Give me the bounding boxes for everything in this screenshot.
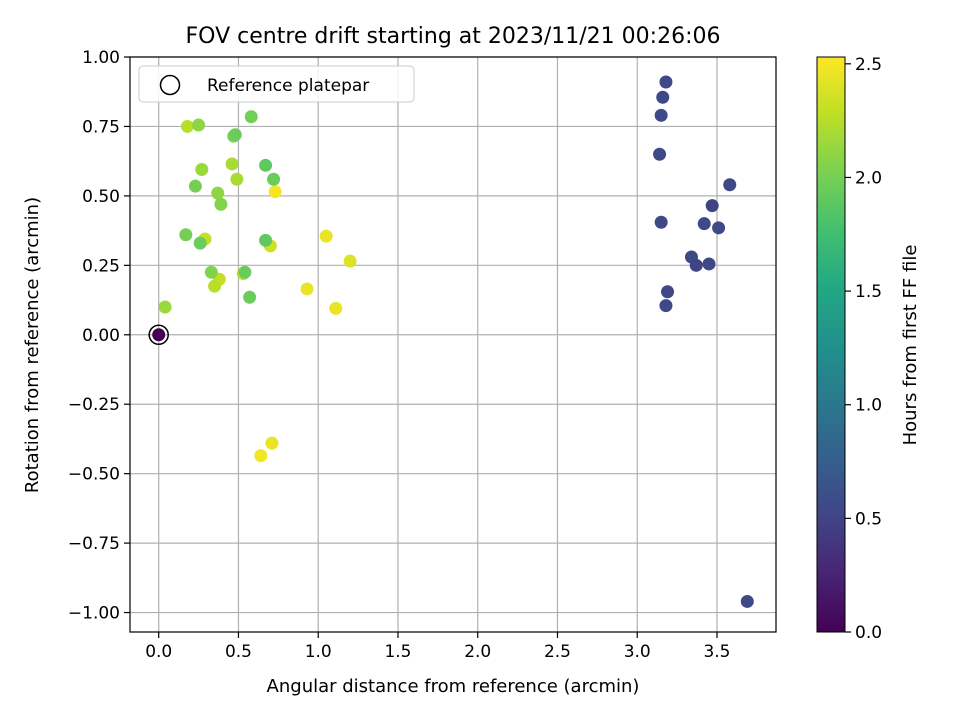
legend: Reference platepar <box>138 65 415 103</box>
scatter-point <box>225 157 239 171</box>
scatter-point <box>193 236 207 250</box>
scatter-point <box>158 300 172 314</box>
y-axis-label: Rotation from reference (arcmin) <box>22 197 43 493</box>
x-axis-ticks: 0.0 0.5 1.0 1.5 2.0 2.5 3.0 3.5 <box>145 632 731 662</box>
scatter-point <box>654 108 668 122</box>
scatter-point <box>343 254 357 268</box>
scatter-point <box>204 265 218 279</box>
x-tick-label: 0.5 <box>225 642 252 662</box>
scatter-point <box>659 75 673 89</box>
scatter-point <box>259 158 273 172</box>
x-tick-label: 2.0 <box>464 642 491 662</box>
scatter-point <box>702 257 716 271</box>
colorbar-gradient <box>816 56 846 633</box>
colorbar-tick-label: 1.5 <box>855 282 882 302</box>
colorbar-label: Hours from first FF file <box>900 245 921 446</box>
y-tick-label: −0.50 <box>68 465 120 485</box>
scatter-point <box>712 221 726 235</box>
scatter-point <box>214 197 228 211</box>
colorbar-tick-label: 0.0 <box>855 623 882 643</box>
scatter-point <box>208 279 222 293</box>
legend-box <box>138 65 415 103</box>
scatter-point <box>228 128 242 142</box>
scatter-point <box>656 90 670 104</box>
x-tick-label: 0.0 <box>145 642 172 662</box>
scatter-point <box>689 258 703 272</box>
colorbar-tick-label: 2.5 <box>855 55 882 75</box>
x-tick-label: 3.0 <box>624 642 651 662</box>
scatter-point <box>180 119 194 133</box>
x-tick-label: 1.5 <box>384 642 411 662</box>
scatter-point <box>211 186 225 200</box>
plot-frame <box>129 56 777 633</box>
colorbar-ticks: 0.0 0.5 1.0 1.5 2.0 2.5 <box>845 55 882 643</box>
y-axis-ticks: 1.00 0.75 0.50 0.25 0.00 −0.25 −0.50 −0.75 −1.00 <box>68 48 130 624</box>
scatter-point <box>659 299 673 313</box>
scatter-point <box>268 185 282 199</box>
y-tick-label: 0.50 <box>82 187 120 207</box>
scatter-point <box>653 147 667 161</box>
grid-lines <box>130 56 776 632</box>
y-tick-label: 0.75 <box>82 117 120 137</box>
scatter-point <box>697 217 711 231</box>
colorbar-tick-label: 0.5 <box>855 509 882 529</box>
x-tick-label: 1.0 <box>305 642 332 662</box>
scatter-point <box>188 179 202 193</box>
reference-platepar-marker <box>148 324 169 346</box>
y-tick-label: 0.00 <box>82 326 120 346</box>
scatter-point <box>152 328 166 342</box>
scatter-point <box>195 163 209 176</box>
scatter-point <box>265 436 279 450</box>
scatter-point <box>179 228 193 242</box>
legend-marker-open-circle <box>159 74 181 96</box>
scatter-point <box>705 199 719 213</box>
colorbar-tick-label: 2.0 <box>855 168 882 188</box>
scatter-point <box>267 172 281 186</box>
legend-label: Reference platepar <box>207 76 369 96</box>
scatter-point <box>300 282 314 296</box>
chart-title: FOV centre drift starting at 2023/11/21 … <box>186 24 721 49</box>
scatter-point <box>243 290 257 304</box>
y-tick-label: −0.75 <box>68 534 120 554</box>
y-tick-label: 1.00 <box>82 48 120 68</box>
scatter-point <box>329 301 343 315</box>
scatter-point <box>661 285 675 299</box>
scatter-point <box>238 265 252 279</box>
x-tick-label: 3.5 <box>703 642 730 662</box>
y-tick-label: 0.25 <box>82 256 120 276</box>
scatter-point <box>254 449 268 463</box>
y-tick-label: −0.25 <box>68 395 120 415</box>
scatter-point <box>230 172 244 186</box>
scatter-point <box>244 110 258 124</box>
scatter-point <box>740 594 754 608</box>
y-tick-label: −1.00 <box>68 604 120 624</box>
colorbar: 0.0 0.5 1.0 1.5 2.0 2.5 Hours from first FF f… <box>816 55 921 643</box>
x-axis-label: Angular distance from reference (arcmin) <box>267 676 640 697</box>
scatter-point <box>654 215 668 229</box>
data-points <box>148 75 754 608</box>
scatter-point <box>319 229 333 243</box>
scatter-point <box>259 233 273 247</box>
scatter-point <box>723 178 737 192</box>
scatter-point <box>192 118 206 132</box>
x-tick-label: 2.5 <box>544 642 571 662</box>
colorbar-tick-label: 1.0 <box>855 396 882 416</box>
